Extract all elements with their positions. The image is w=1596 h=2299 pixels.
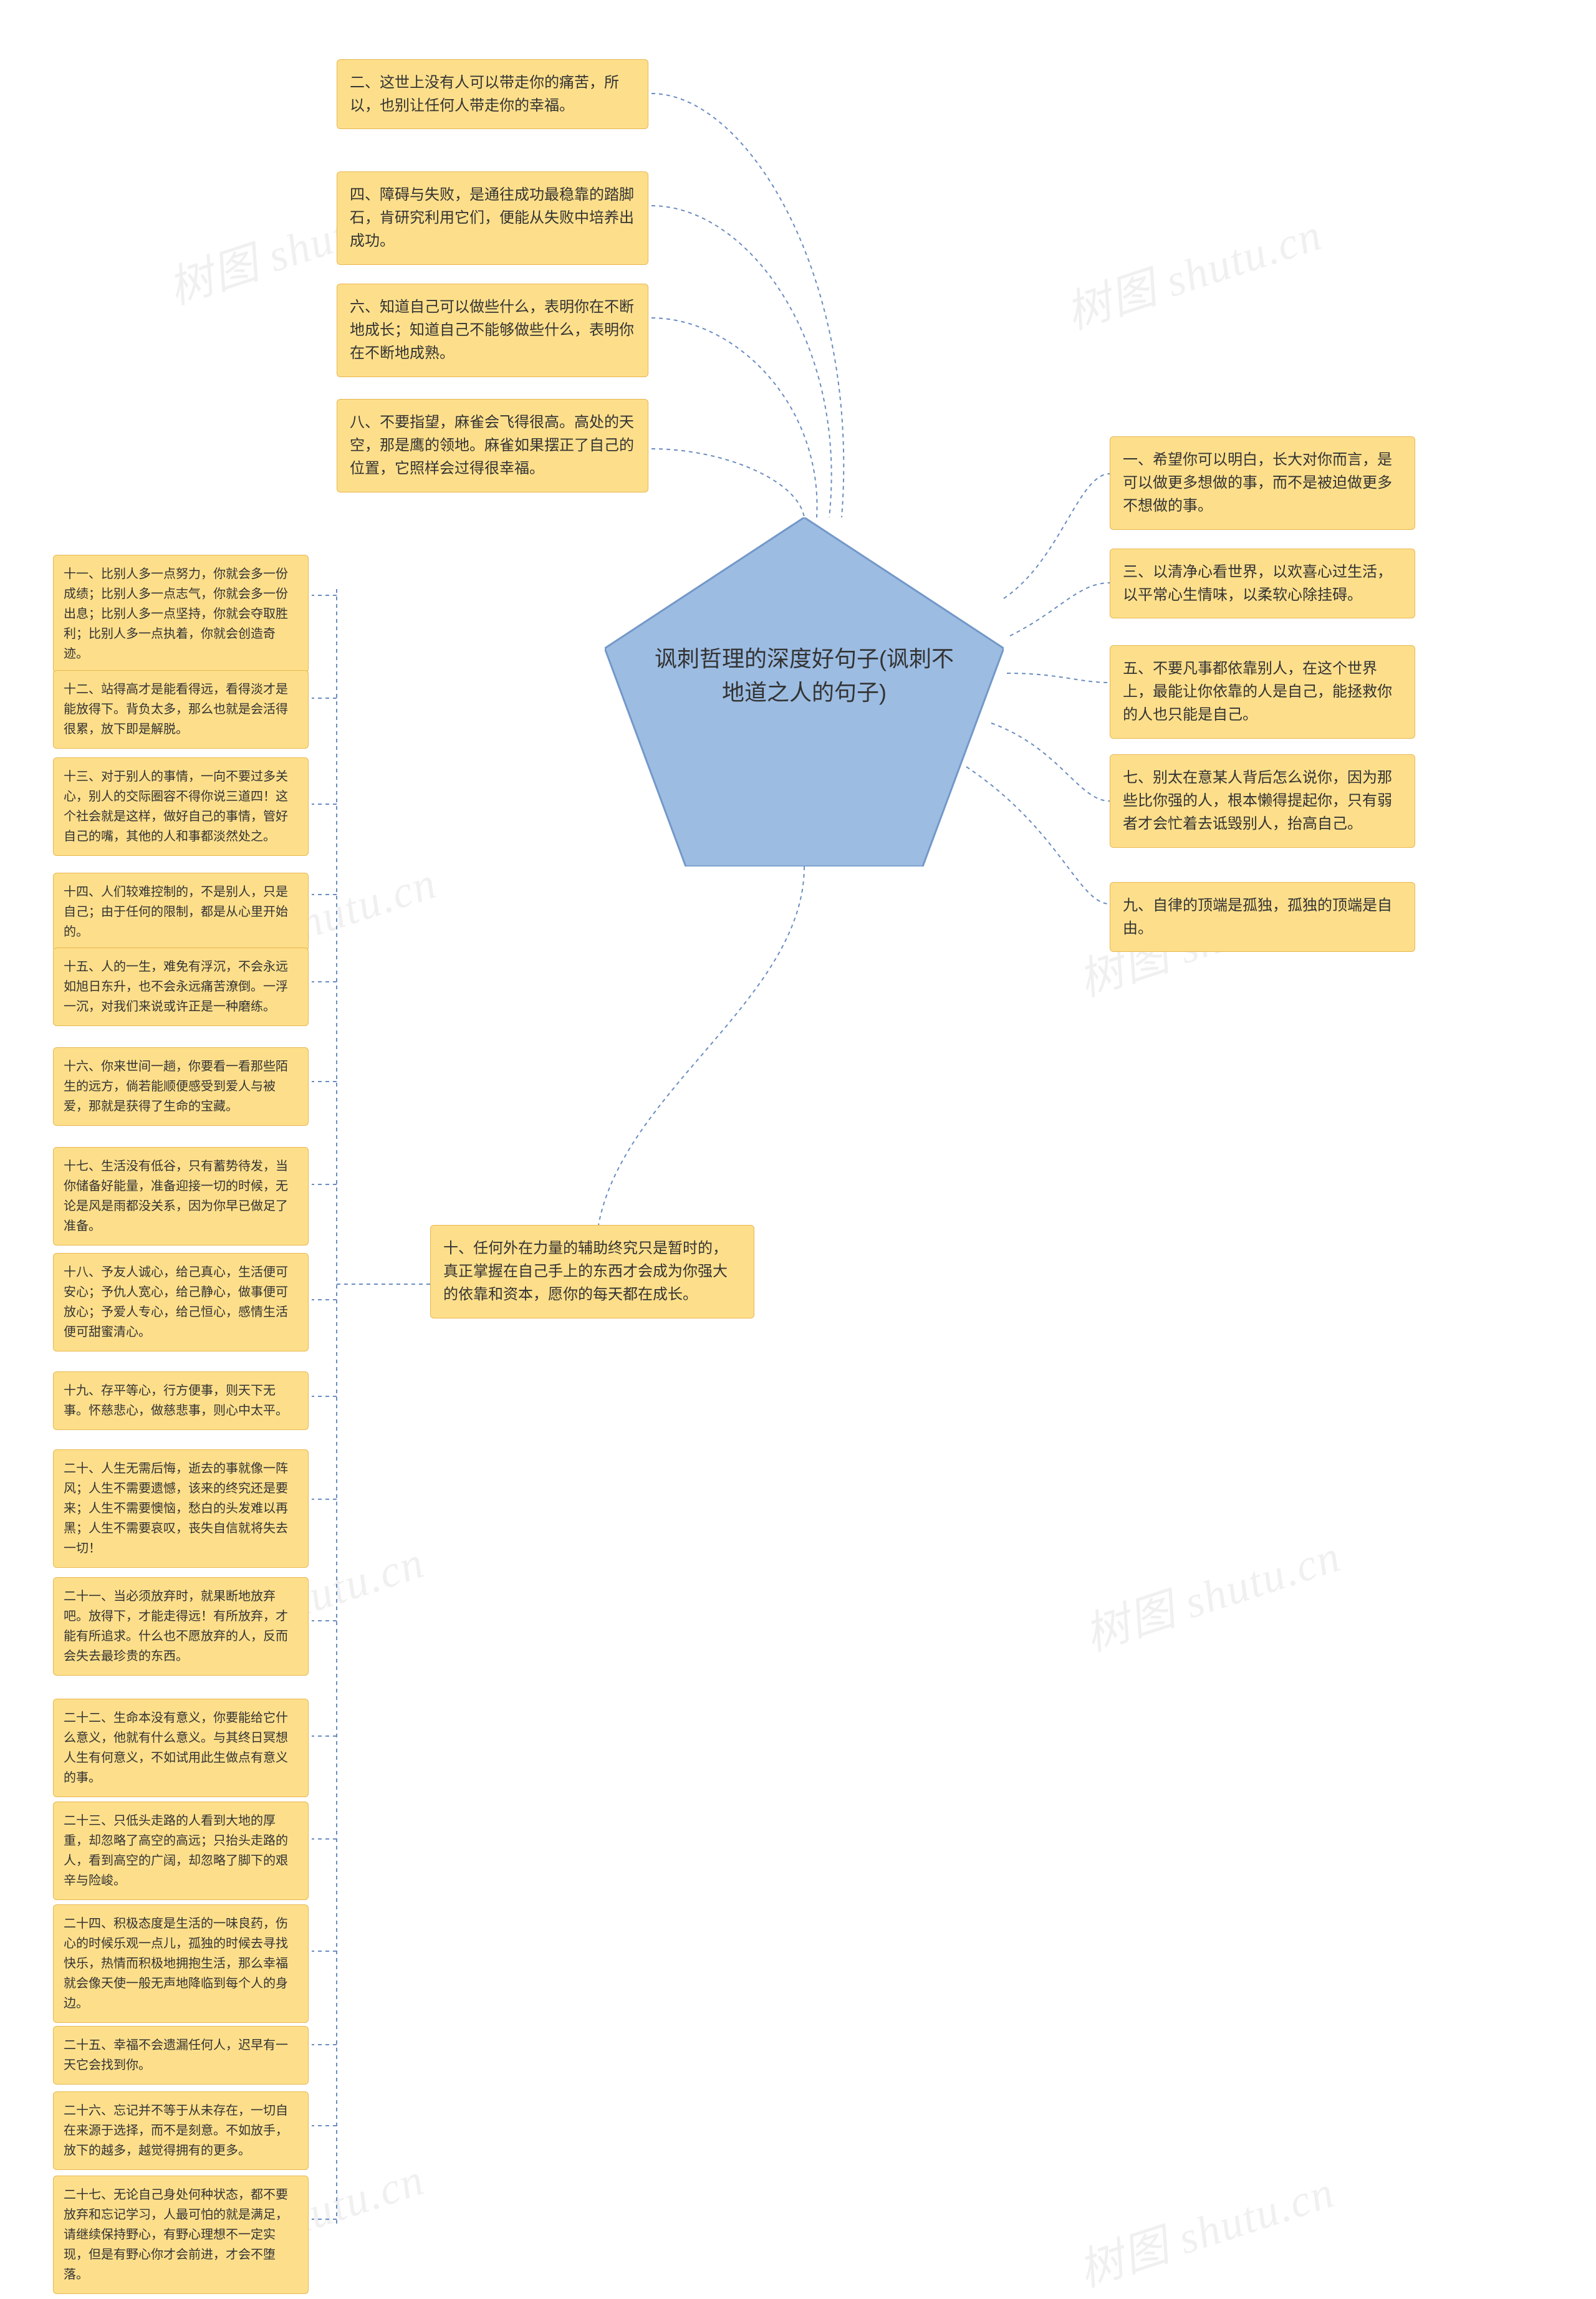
watermark: 树图 shutu.cn	[1075, 1519, 1348, 1663]
node-24: 二十四、积极态度是生活的一味良药，伤心的时候乐观一点儿，孤独的时候去寻找快乐，热…	[53, 1904, 309, 2023]
node-15: 十五、人的一生，难免有浮沉，不会永远如旭日东升，也不会永远痛苦潦倒。一浮一沉，对…	[53, 948, 309, 1026]
node-2: 二、这世上没有人可以带走你的痛苦，所以，也别让任何人带走你的幸福。	[337, 59, 648, 129]
node-3: 三、以清净心看世界，以欢喜心过生活，以平常心生情味，以柔软心除挂碍。	[1110, 549, 1415, 618]
node-17: 十七、生活没有低谷，只有蓄势待发，当你储备好能量，准备迎接一切的时候，无论是风是…	[53, 1147, 309, 1245]
node-22: 二十二、生命本没有意义，你要能给它什么意义，他就有什么意义。与其终日冥想人生有何…	[53, 1699, 309, 1797]
node-26: 二十六、忘记并不等于从未存在，一切自在来源于选择，而不是刻意。不如放手，放下的越…	[53, 2091, 309, 2170]
node-4: 四、障碍与失败，是通往成功最稳靠的踏脚石，肯研究利用它们，便能从失败中培养出成功…	[337, 171, 648, 265]
node-20: 二十、人生无需后悔，逝去的事就像一阵风；人生不需要遗憾，该来的终究还是要来；人生…	[53, 1449, 309, 1568]
node-7: 七、别太在意某人背后怎么说你，因为那些比你强的人，根本懒得提起你，只有弱者才会忙…	[1110, 754, 1415, 848]
node-11: 十一、比别人多一点努力，你就会多一份成绩；比别人多一点志气，你就会多一份出息；比…	[53, 555, 309, 673]
center-node: 讽刺哲理的深度好句子(讽刺不地道之人的句子)	[605, 517, 1004, 866]
node-10: 十、任何外在力量的辅助终究只是暂时的，真正掌握在自己手上的东西才会成为你强大的依…	[430, 1225, 754, 1318]
node-23: 二十三、只低头走路的人看到大地的厚重，却忽略了高空的高远；只抬头走路的人，看到高…	[53, 1802, 309, 1900]
watermark: 树图 shutu.cn	[1069, 2155, 1342, 2299]
node-16: 十六、你来世间一趟，你要看一看那些陌生的远方，倘若能顺便感受到爱人与被爱，那就是…	[53, 1047, 309, 1126]
node-5: 五、不要凡事都依靠别人，在这个世界上，最能让你依靠的人是自己，能拯救你的人也只能…	[1110, 645, 1415, 739]
node-18: 十八、予友人诚心，给己真心，生活便可安心；予仇人宽心，给己静心，做事便可放心；予…	[53, 1253, 309, 1351]
center-title: 讽刺哲理的深度好句子(讽刺不地道之人的句子)	[655, 642, 954, 709]
node-12: 十二、站得高才是能看得远，看得淡才是能放得下。背负太多，那么也就是会活得很累，放…	[53, 670, 309, 749]
watermark: 树图 shutu.cn	[1056, 198, 1329, 342]
node-21: 二十一、当必须放弃时，就果断地放弃吧。放得下，才能走得远！有所放弃，才能有所追求…	[53, 1577, 309, 1676]
node-8: 八、不要指望，麻雀会飞得很高。高处的天空，那是鹰的领地。麻雀如果摆正了自己的位置…	[337, 399, 648, 492]
node-6: 六、知道自己可以做些什么，表明你在不断地成长；知道自己不能够做些什么，表明你在不…	[337, 284, 648, 377]
node-25: 二十五、幸福不会遗漏任何人，迟早有一天它会找到你。	[53, 2026, 309, 2085]
node-19: 十九、存平等心，行方便事，则天下无事。怀慈悲心，做慈悲事，则心中太平。	[53, 1371, 309, 1430]
node-13: 十三、对于别人的事情，一向不要过多关心，别人的交际圈容不得你说三道四！这个社会就…	[53, 757, 309, 856]
node-14: 十四、人们较难控制的，不是别人，只是自己；由于任何的限制，都是从心里开始的。	[53, 873, 309, 951]
node-1: 一、希望你可以明白，长大对你而言，是可以做更多想做的事，而不是被迫做更多不想做的…	[1110, 436, 1415, 530]
node-27: 二十七、无论自己身处何种状态，都不要放弃和忘记学习，人最可怕的就是满足，请继续保…	[53, 2176, 309, 2294]
node-9: 九、自律的顶端是孤独，孤独的顶端是自由。	[1110, 882, 1415, 952]
